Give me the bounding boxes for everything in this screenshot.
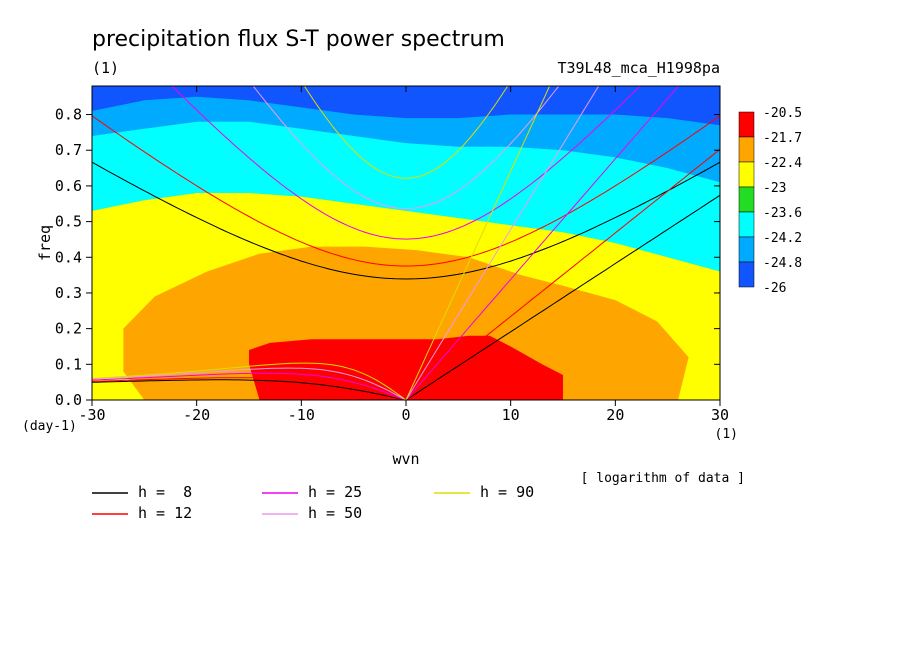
y-tick-label: 0.5 [55,213,82,231]
x-tick-label: -20 [183,406,210,424]
colorbar-label: -24.8 [763,256,802,271]
colorbar-label: -22.4 [763,156,802,171]
y-tick-label: 0.3 [55,284,82,302]
x-tick-label: -30 [78,406,105,424]
curve-h8-er [92,379,407,400]
curve-h50-kelvin [405,86,600,400]
x-tick-label: 10 [502,406,520,424]
contour-fills [92,86,720,400]
y-tick-label: 0.7 [55,141,82,159]
data-note: [ logarithm of data ] [581,471,745,486]
colorbar-swatch [738,161,755,188]
x-axis: -30 -20 -10 0 10 20 30 [78,86,729,424]
curve-h90-er [92,362,407,400]
curve-h8-kelvin [405,194,720,400]
colorbar-swatch [738,136,755,163]
curve-h25-er [92,372,407,400]
colorbar-label: -24.2 [763,231,802,246]
curve-h12-kelvin [405,148,720,400]
colorbar-label: -23.6 [763,206,802,221]
x-unit-label: (1) [715,427,738,442]
colorbar-swatch [738,236,755,263]
dispersion-curves [92,86,720,400]
curve-h25-ig [171,86,641,240]
colorbar-label: -26 [763,281,786,296]
x-tick-label: -10 [288,406,315,424]
legend-label: h = 25 [308,483,362,501]
colorbar-label: -21.7 [763,131,802,146]
legend-label: h = 50 [308,504,362,522]
curve-h25-kelvin [405,86,680,400]
y-tick-label: 0.2 [55,320,82,338]
chart-title: precipitation flux S-T power spectrum [92,27,505,52]
colorbar-swatch [738,211,755,238]
colorbar-swatch [738,111,755,138]
chart-subtitle-left: (1) [92,59,119,77]
x-axis-label: wvn [392,450,419,468]
legend-label: h = 90 [480,483,534,501]
y-tick-label: 0.1 [55,355,82,373]
chart-subtitle-right: T39L48_mca_H1998pa [557,59,720,77]
curve-h90-ig [303,86,509,179]
curve-h12-er [92,377,407,400]
curve-h50-ig [252,86,560,210]
curve-h8-ig [92,161,720,280]
legend-label: h = 8 [138,483,192,501]
x-tick-label: 20 [606,406,624,424]
x-tick-label: 30 [711,406,729,424]
contour-fill-m21_7 [249,335,563,400]
colorbar-swatch [738,186,755,213]
y-tick-label: 0.4 [55,248,82,266]
colorbar: -20.5 -21.7 -22.4 -23 -23.6 -24.2 -24.8 -26 [738,106,802,296]
curve-h90-kelvin [405,86,551,400]
x-tick-label: 0 [401,406,410,424]
y-axis-label: freq [36,225,54,261]
curve-h12-ig [92,115,720,267]
colorbar-label: -23 [763,181,786,196]
y-unit-label: (day-1) [22,419,77,434]
legend-label: h = 12 [138,504,192,522]
y-tick-label: 0.8 [55,106,82,124]
curve-h50-er [92,367,407,400]
y-tick-label: 0.6 [55,177,82,195]
colorbar-swatch [738,261,755,288]
legend: h = 8 h = 12 h = 25 h = 50 h = 90 [92,483,534,522]
y-tick-label: 0.0 [55,391,82,409]
colorbar-label: -20.5 [763,106,802,121]
y-axis: 0.0 0.1 0.2 0.3 0.4 0.5 0.6 0.7 0.8 [55,106,720,409]
